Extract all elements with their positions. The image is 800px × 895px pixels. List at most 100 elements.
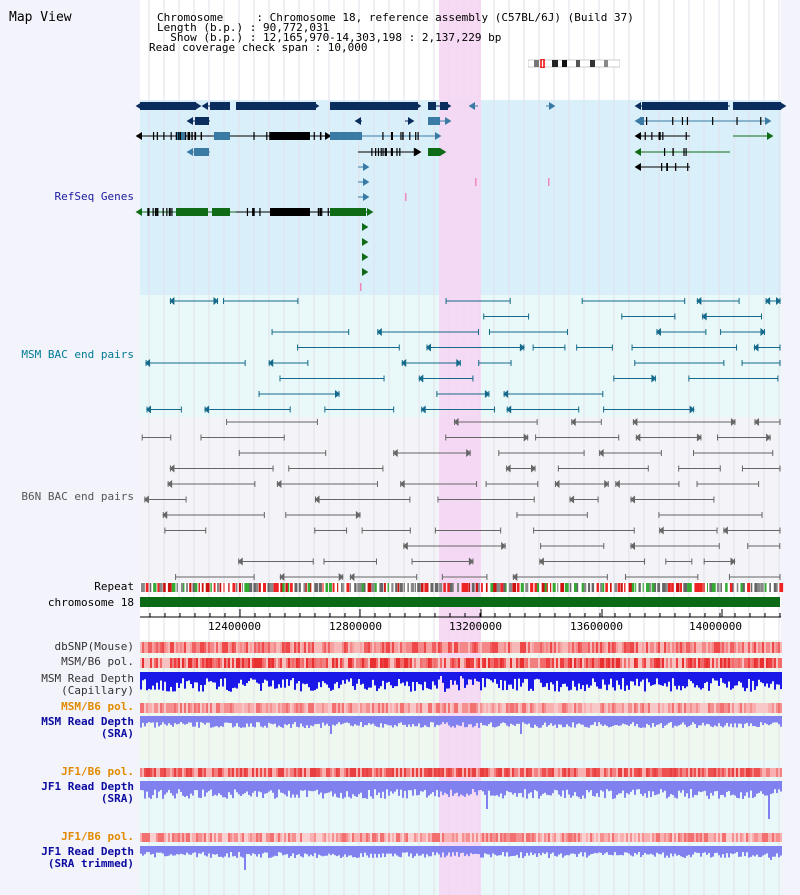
read-depth-bar [342,781,344,799]
polymorphism-cell [530,642,532,653]
repeat-element [550,583,552,592]
polymorphism-cell [524,768,526,777]
polymorphism-cell [310,833,312,842]
polymorphism-cell [442,703,444,713]
refseq-genes-label[interactable]: RefSeq Genes [54,190,134,203]
polymorphism-cell [306,833,308,842]
polymorphism-cell [434,768,436,777]
read-depth-bar [270,672,272,687]
read-depth-bar [668,672,670,682]
polymorphism-cell [546,703,548,713]
polymorphism-cell [208,768,210,777]
read-depth-bar [722,672,724,683]
read-depth-bar [526,716,528,725]
polymorphism-cell [164,768,166,777]
read-depth-bar [522,672,524,683]
read-depth-bar [552,781,554,794]
polymorphism-cell [376,833,378,842]
polymorphism-cell [176,833,178,842]
polymorphism-cell [390,658,392,668]
repeat-element [194,583,198,592]
jf1-depth-trimmed-line1: JF1 Read Depth [41,845,134,858]
read-depth-bar [640,781,642,794]
polymorphism-cell [248,658,250,668]
repeat-element [687,583,691,592]
polymorphism-cell [404,703,406,713]
polymorphism-cell [300,768,302,777]
read-depth-bar [658,672,660,685]
read-depth-bar [372,846,374,858]
read-depth-bar [246,781,248,792]
read-depth-bar [352,672,354,687]
read-depth-bar [316,672,318,689]
read-depth-bar [528,672,530,691]
read-depth-bar [480,846,482,858]
read-depth-bar [632,781,634,790]
repeat-element [525,583,529,592]
read-depth-bar [490,672,492,681]
read-depth-bar [506,716,508,726]
read-depth-bar [750,672,752,692]
read-depth-bar [650,716,652,728]
polymorphism-cell [194,833,196,842]
polymorphism-cell [548,658,550,668]
read-depth-bar [500,781,502,794]
read-depth-bar [534,846,536,854]
polymorphism-cell [306,703,308,713]
read-depth-bar [246,672,248,684]
gene-exon [733,102,781,110]
polymorphism-cell [300,642,302,653]
read-depth-bar [660,716,662,724]
polymorphism-cell [452,768,454,777]
chromosome-ideogram[interactable] [527,53,621,69]
read-depth-bar [148,846,150,853]
b6n-bac-label[interactable]: B6N BAC end pairs [21,490,134,503]
polymorphism-cell [568,703,570,713]
read-depth-bar [484,672,486,688]
polymorphism-cell [780,768,782,777]
polymorphism-cell [514,768,516,777]
repeat-element [167,583,172,592]
read-depth-bar [484,846,486,854]
gene-strand-arrow [468,102,475,110]
polymorphism-cell [516,658,518,668]
polymorphism-cell [386,833,388,842]
polymorphism-cell [590,703,592,713]
read-depth-bar [688,672,690,680]
polymorphism-cell [498,642,500,653]
gene-exon [214,132,230,140]
bac-end-pair-arrow [418,374,424,383]
polymorphism-cell [414,658,416,668]
read-depth-bar [320,846,322,856]
polymorphism-cell [354,658,356,668]
read-depth-bar [216,716,218,727]
read-depth-bar [302,716,304,727]
polymorphism-cell [398,703,400,713]
polymorphism-cell [766,768,768,777]
read-depth-bar [152,846,154,854]
gene-strand-arrow [362,238,369,246]
highlight-region[interactable] [439,0,481,895]
msm-bac-label[interactable]: MSM BAC end pairs [21,348,134,361]
polymorphism-cell [296,658,298,668]
read-depth-bar [522,716,524,723]
read-depth-bar [182,672,184,679]
read-depth-bar [320,716,322,728]
polymorphism-cell [452,658,454,668]
read-depth-bar [660,781,662,790]
read-depth-bar [438,716,440,726]
polymorphism-cell [724,658,726,668]
bac-end-pair-arrow [696,433,702,442]
repeat-element [500,583,504,592]
polymorphism-cell [296,642,298,653]
polymorphism-cell [664,768,666,777]
read-depth-bar [770,716,772,725]
read-depth-bar [350,716,352,726]
polymorphism-cell [522,703,524,713]
repeat-element [325,583,329,592]
read-depth-bar [458,716,460,726]
gene-exon-tick [179,132,182,140]
polymorphism-cell [156,658,158,668]
polymorphism-cell [152,768,154,777]
polymorphism-cell [638,768,640,777]
